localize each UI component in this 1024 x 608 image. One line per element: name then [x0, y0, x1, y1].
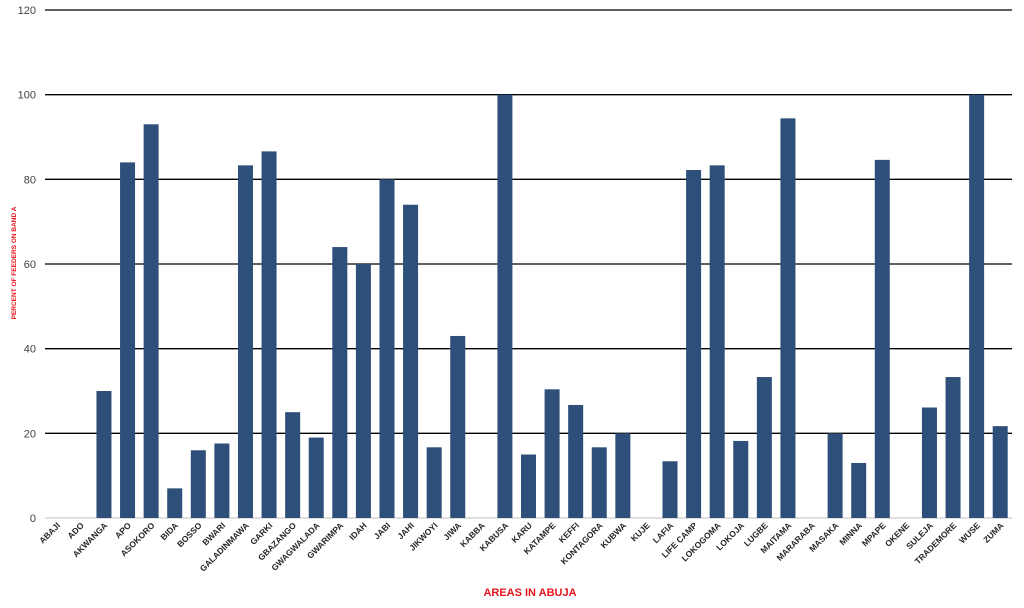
bar-masaka — [827, 433, 843, 518]
y-tick-label: 40 — [24, 344, 36, 356]
x-tick-label: IDAH — [347, 520, 369, 542]
y-tick-label: 60 — [24, 259, 36, 271]
bar-jabi — [379, 179, 395, 519]
y-tick-label: 120 — [18, 5, 36, 17]
bars — [96, 94, 1008, 519]
bar-lokoja — [733, 440, 749, 518]
bar-karu — [521, 454, 536, 518]
bar-lugbe — [756, 377, 772, 518]
x-tick-label: ABAJI — [37, 520, 62, 545]
bar-maitama — [780, 118, 796, 518]
bar-apo — [120, 162, 136, 518]
bar-wuse — [969, 94, 985, 519]
bar-keffi — [568, 404, 584, 518]
y-tick-label: 100 — [18, 90, 36, 102]
bar-idah — [355, 264, 371, 518]
x-tick-label: APO — [113, 520, 133, 540]
x-tick-label: ADO — [65, 520, 86, 541]
bar-gwarimpa — [332, 247, 348, 519]
x-tick-label: JAHI — [395, 520, 416, 541]
gridlines — [45, 9, 1012, 519]
y-tick-label: 0 — [30, 513, 36, 525]
y-tick-label: 80 — [24, 174, 36, 186]
bar-akwanga — [96, 391, 112, 518]
bar-lokogoma — [709, 165, 725, 518]
x-tick-label: TRADEMORE — [913, 520, 959, 566]
bar-gwagwalada — [308, 437, 324, 518]
bar-lafia — [662, 461, 678, 518]
bar-jiwa — [450, 335, 466, 518]
bar-katampe — [544, 389, 560, 518]
bar-galadinmawa — [237, 165, 253, 518]
bar-trademore — [945, 377, 961, 518]
bar-bida — [167, 488, 183, 518]
y-tick-label: 20 — [24, 428, 36, 440]
bar-bosso — [190, 450, 206, 518]
x-tick-label: MPAPE — [860, 520, 888, 548]
x-tick-label: KUJE — [629, 520, 652, 543]
bar-jahi — [403, 204, 419, 518]
x-axis-label: AREAS IN ABUJA — [483, 587, 576, 599]
bar-kabusa — [497, 94, 513, 519]
bar-asokoro — [143, 124, 159, 519]
bar-life-camp — [686, 170, 702, 518]
bar-kontagora — [591, 447, 607, 518]
x-tick-label: BOSSO — [175, 520, 204, 549]
bar-garki — [261, 151, 277, 519]
bar-suleja — [921, 407, 937, 518]
bar-bwari — [214, 443, 230, 518]
y-axis-ticks: 0 20 40 60 80 100 120 — [18, 5, 36, 525]
bar-mpape — [874, 159, 890, 519]
x-tick-label: KUBWA — [598, 520, 628, 550]
bar-zuma — [992, 426, 1008, 518]
bar-minna — [851, 462, 867, 518]
x-tick-label: WUSE — [957, 520, 982, 545]
x-tick-label: ZUMA — [981, 520, 1005, 544]
bar-jikwoyi — [426, 447, 442, 518]
bar-gbazango — [285, 412, 301, 518]
x-tick-label: JABI — [372, 520, 393, 541]
x-tick-label: MINNA — [837, 520, 864, 547]
bar-kubwa — [615, 433, 631, 518]
y-axis-label: PERCENT OF FEEDERS ON BAND A — [11, 206, 18, 319]
